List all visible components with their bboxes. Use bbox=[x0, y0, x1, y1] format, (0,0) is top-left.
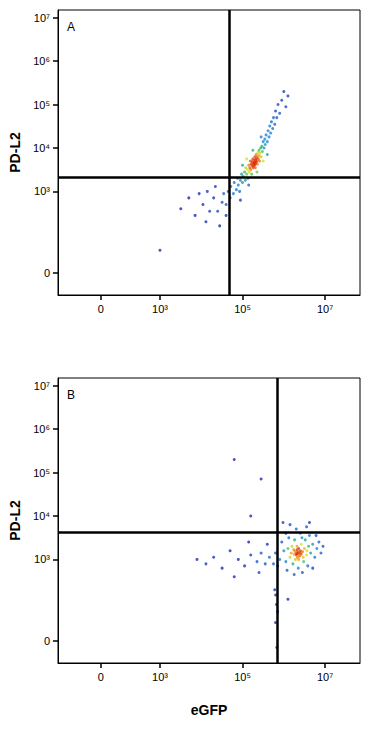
svg-text:0: 0 bbox=[44, 635, 50, 647]
svg-text:10³: 10³ bbox=[34, 553, 50, 565]
svg-text:10⁵: 10⁵ bbox=[33, 99, 50, 111]
svg-text:10⁵: 10⁵ bbox=[234, 303, 251, 315]
svg-text:10⁵: 10⁵ bbox=[33, 467, 50, 479]
svg-text:10³: 10³ bbox=[152, 671, 168, 683]
svg-text:10⁵: 10⁵ bbox=[234, 671, 251, 683]
svg-text:10⁶: 10⁶ bbox=[33, 55, 50, 67]
svg-text:10⁴: 10⁴ bbox=[33, 510, 50, 522]
svg-text:eGFP: eGFP bbox=[191, 702, 228, 718]
svg-text:10⁷: 10⁷ bbox=[317, 303, 333, 315]
svg-text:0: 0 bbox=[98, 303, 104, 315]
svg-text:0: 0 bbox=[44, 267, 50, 279]
svg-text:10⁴: 10⁴ bbox=[33, 142, 50, 154]
svg-text:10⁷: 10⁷ bbox=[317, 671, 333, 683]
svg-text:A: A bbox=[67, 20, 75, 34]
svg-text:B: B bbox=[67, 388, 75, 402]
svg-text:10⁷: 10⁷ bbox=[34, 12, 50, 24]
svg-text:10³: 10³ bbox=[152, 303, 168, 315]
svg-text:PD-L2: PD-L2 bbox=[7, 132, 23, 173]
svg-text:0: 0 bbox=[98, 671, 104, 683]
svg-text:10⁷: 10⁷ bbox=[34, 380, 50, 392]
svg-text:10⁶: 10⁶ bbox=[33, 423, 50, 435]
svg-text:PD-L2: PD-L2 bbox=[7, 500, 23, 541]
svg-text:10³: 10³ bbox=[34, 185, 50, 197]
